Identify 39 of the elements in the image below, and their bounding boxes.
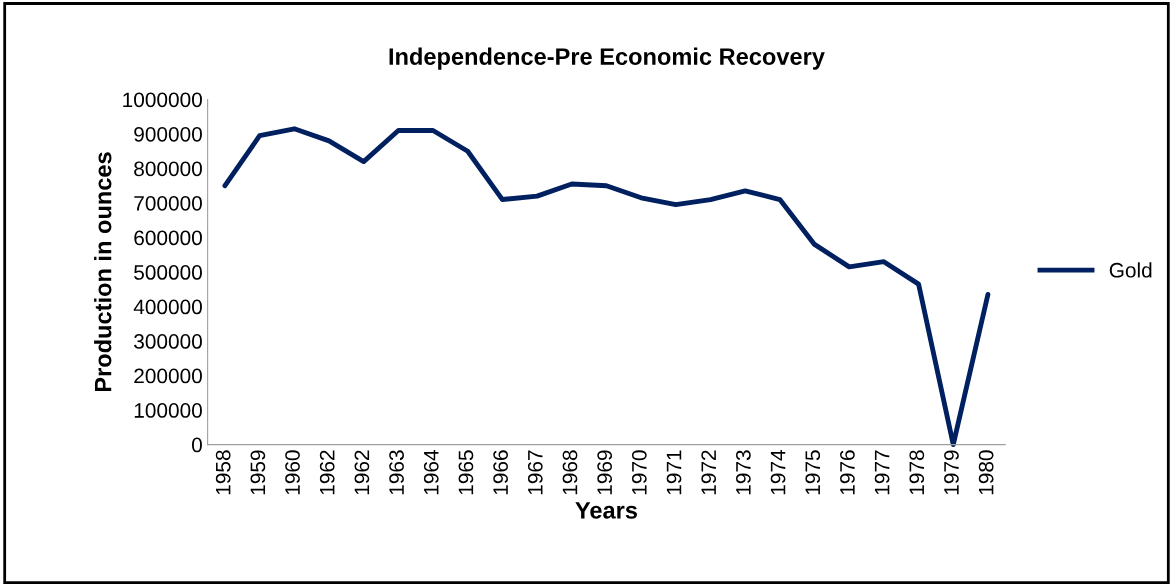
- x-tick-label: 1962: [354, 450, 370, 495]
- x-tick-label: 1959: [250, 450, 266, 495]
- y-tick-label: 0: [191, 437, 202, 453]
- x-tick-label: 1976: [840, 450, 855, 495]
- x-tick-label: 1969: [597, 450, 613, 495]
- x-tick-label: 1965: [458, 450, 474, 495]
- x-tick-label: 1971: [666, 450, 682, 495]
- x-tick-label: 1964: [423, 450, 439, 495]
- y-tick-label: 400000: [133, 299, 202, 315]
- x-tick-label: 1973: [736, 450, 751, 495]
- y-tick-label: 700000: [134, 196, 202, 211]
- x-tick-label: 1963: [389, 450, 404, 495]
- x-tick-label: 1958: [215, 450, 231, 495]
- x-tick-label: 1977: [874, 450, 890, 495]
- x-axis-title: Years: [575, 502, 637, 519]
- legend-label: Gold: [1109, 262, 1152, 278]
- chart-title: Independence-Pre Economic Recovery: [389, 47, 825, 70]
- line-series: [222, 126, 991, 448]
- y-tick-label: 200000: [134, 368, 202, 384]
- x-tick-label: 1979: [944, 450, 959, 495]
- x-tick-label: 1972: [701, 450, 717, 495]
- x-tick-label: 1980: [978, 450, 994, 495]
- y-tick-label: 300000: [134, 334, 202, 349]
- x-tick-label: 1960: [285, 450, 300, 495]
- x-tick-label: 1967: [527, 450, 543, 495]
- x-tick-label: 1968: [562, 450, 578, 495]
- y-tick-label: 800000: [134, 161, 202, 177]
- y-tick-label: 900000: [134, 126, 202, 142]
- y-tick-label: 1000000: [123, 92, 202, 108]
- x-tick-label: 1966: [493, 450, 508, 495]
- x-tick-label: 1970: [631, 450, 647, 495]
- y-tick-label: 600000: [134, 230, 202, 246]
- y-tick-label: 100000: [134, 403, 202, 418]
- y-axis-title: Production in ounces: [94, 152, 112, 392]
- x-tick-label: 1974: [770, 450, 786, 495]
- x-tick-label: 1978: [909, 450, 925, 495]
- y-tick-label: 500000: [134, 265, 202, 280]
- x-tick-label: 1975: [805, 450, 821, 495]
- x-tick-label: 1962: [319, 450, 335, 495]
